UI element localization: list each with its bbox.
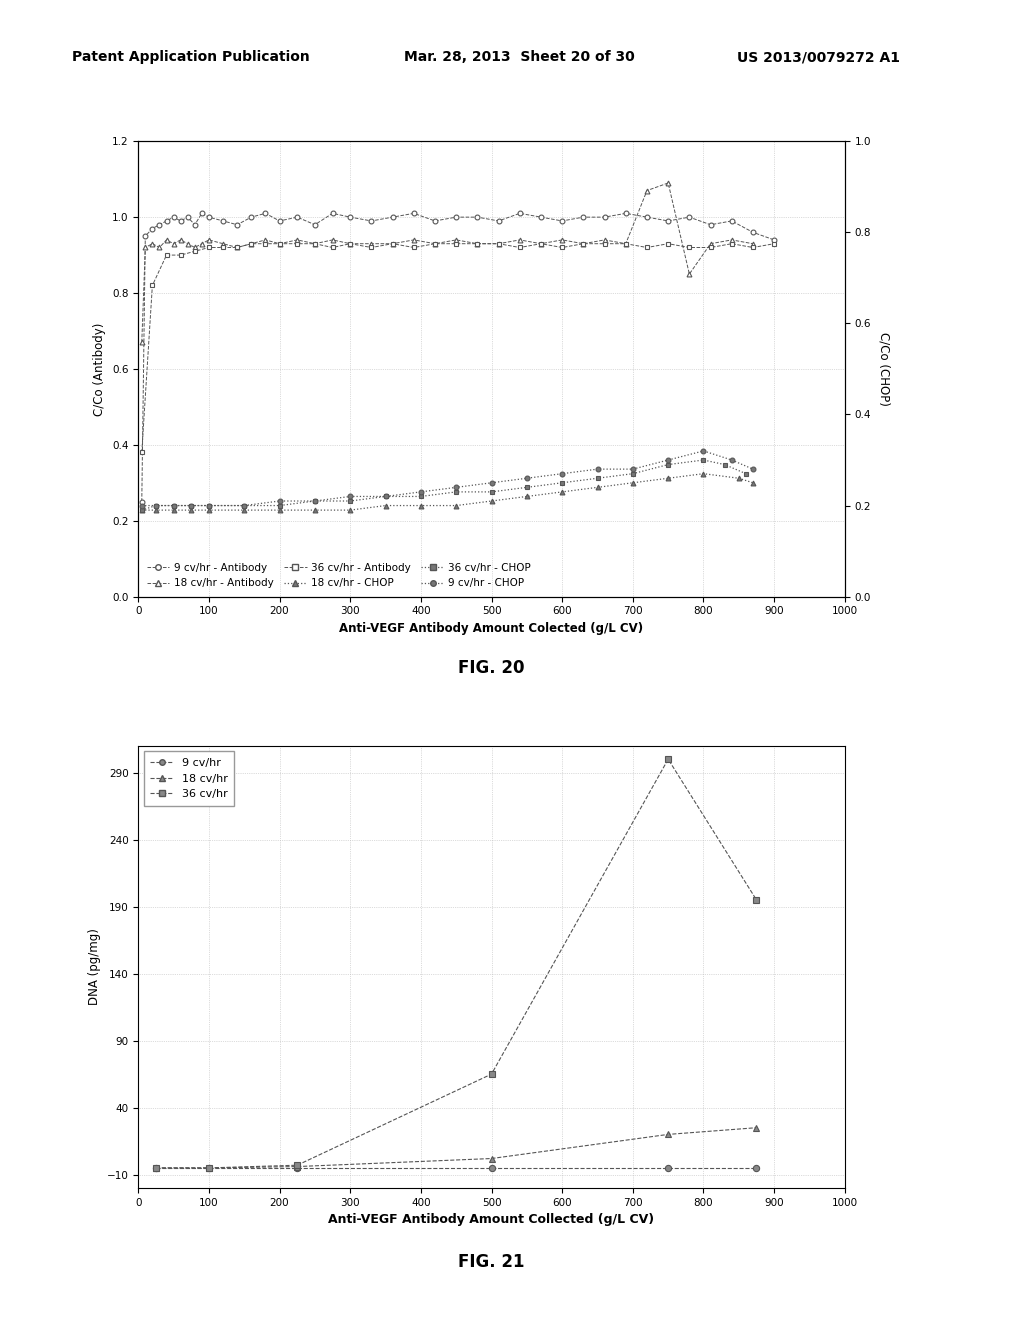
Text: Mar. 28, 2013  Sheet 20 of 30: Mar. 28, 2013 Sheet 20 of 30: [404, 50, 635, 65]
X-axis label: Anti-VEGF Antibody Amount Collected (g/L CV): Anti-VEGF Antibody Amount Collected (g/L…: [329, 1213, 654, 1226]
Y-axis label: C/Co (CHOP): C/Co (CHOP): [878, 333, 891, 405]
Text: FIG. 20: FIG. 20: [459, 659, 524, 677]
Text: US 2013/0079272 A1: US 2013/0079272 A1: [737, 50, 900, 65]
Legend: 9 cv/hr, 18 cv/hr, 36 cv/hr: 9 cv/hr, 18 cv/hr, 36 cv/hr: [143, 751, 234, 805]
Text: Patent Application Publication: Patent Application Publication: [72, 50, 309, 65]
Y-axis label: C/Co (Antibody): C/Co (Antibody): [93, 322, 106, 416]
Legend: 9 cv/hr - Antibody, 18 cv/hr - Antibody, 36 cv/hr - Antibody, 18 cv/hr - CHOP, 3: 9 cv/hr - Antibody, 18 cv/hr - Antibody,…: [143, 560, 535, 591]
X-axis label: Anti-VEGF Antibody Amount Colected (g/L CV): Anti-VEGF Antibody Amount Colected (g/L …: [340, 622, 643, 635]
Y-axis label: DNA (pg/mg): DNA (pg/mg): [88, 928, 101, 1006]
Text: FIG. 21: FIG. 21: [459, 1253, 524, 1271]
